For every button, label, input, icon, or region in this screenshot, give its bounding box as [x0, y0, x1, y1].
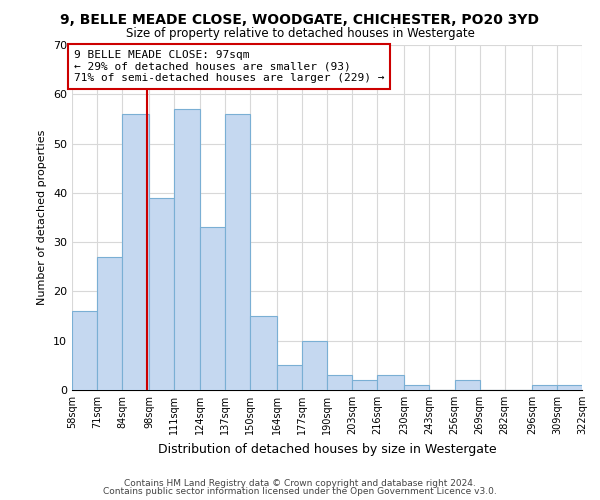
Bar [149, 198, 175, 390]
Bar [72, 311, 97, 390]
Text: Contains HM Land Registry data © Crown copyright and database right 2024.: Contains HM Land Registry data © Crown c… [124, 478, 476, 488]
Bar [302, 340, 327, 390]
Y-axis label: Number of detached properties: Number of detached properties [37, 130, 47, 305]
Bar [327, 375, 352, 390]
Text: 9 BELLE MEADE CLOSE: 97sqm
← 29% of detached houses are smaller (93)
71% of semi: 9 BELLE MEADE CLOSE: 97sqm ← 29% of deta… [74, 50, 385, 83]
Text: Contains public sector information licensed under the Open Government Licence v3: Contains public sector information licen… [103, 487, 497, 496]
Bar [455, 380, 479, 390]
Bar [224, 114, 250, 390]
Bar [250, 316, 277, 390]
Bar [175, 109, 199, 390]
Bar [97, 257, 122, 390]
Bar [122, 114, 149, 390]
Bar [404, 385, 430, 390]
Bar [557, 385, 582, 390]
Bar [532, 385, 557, 390]
Bar [377, 375, 404, 390]
X-axis label: Distribution of detached houses by size in Westergate: Distribution of detached houses by size … [158, 442, 496, 456]
Text: 9, BELLE MEADE CLOSE, WOODGATE, CHICHESTER, PO20 3YD: 9, BELLE MEADE CLOSE, WOODGATE, CHICHEST… [61, 12, 539, 26]
Bar [199, 228, 224, 390]
Bar [352, 380, 377, 390]
Bar [277, 366, 302, 390]
Text: Size of property relative to detached houses in Westergate: Size of property relative to detached ho… [125, 28, 475, 40]
